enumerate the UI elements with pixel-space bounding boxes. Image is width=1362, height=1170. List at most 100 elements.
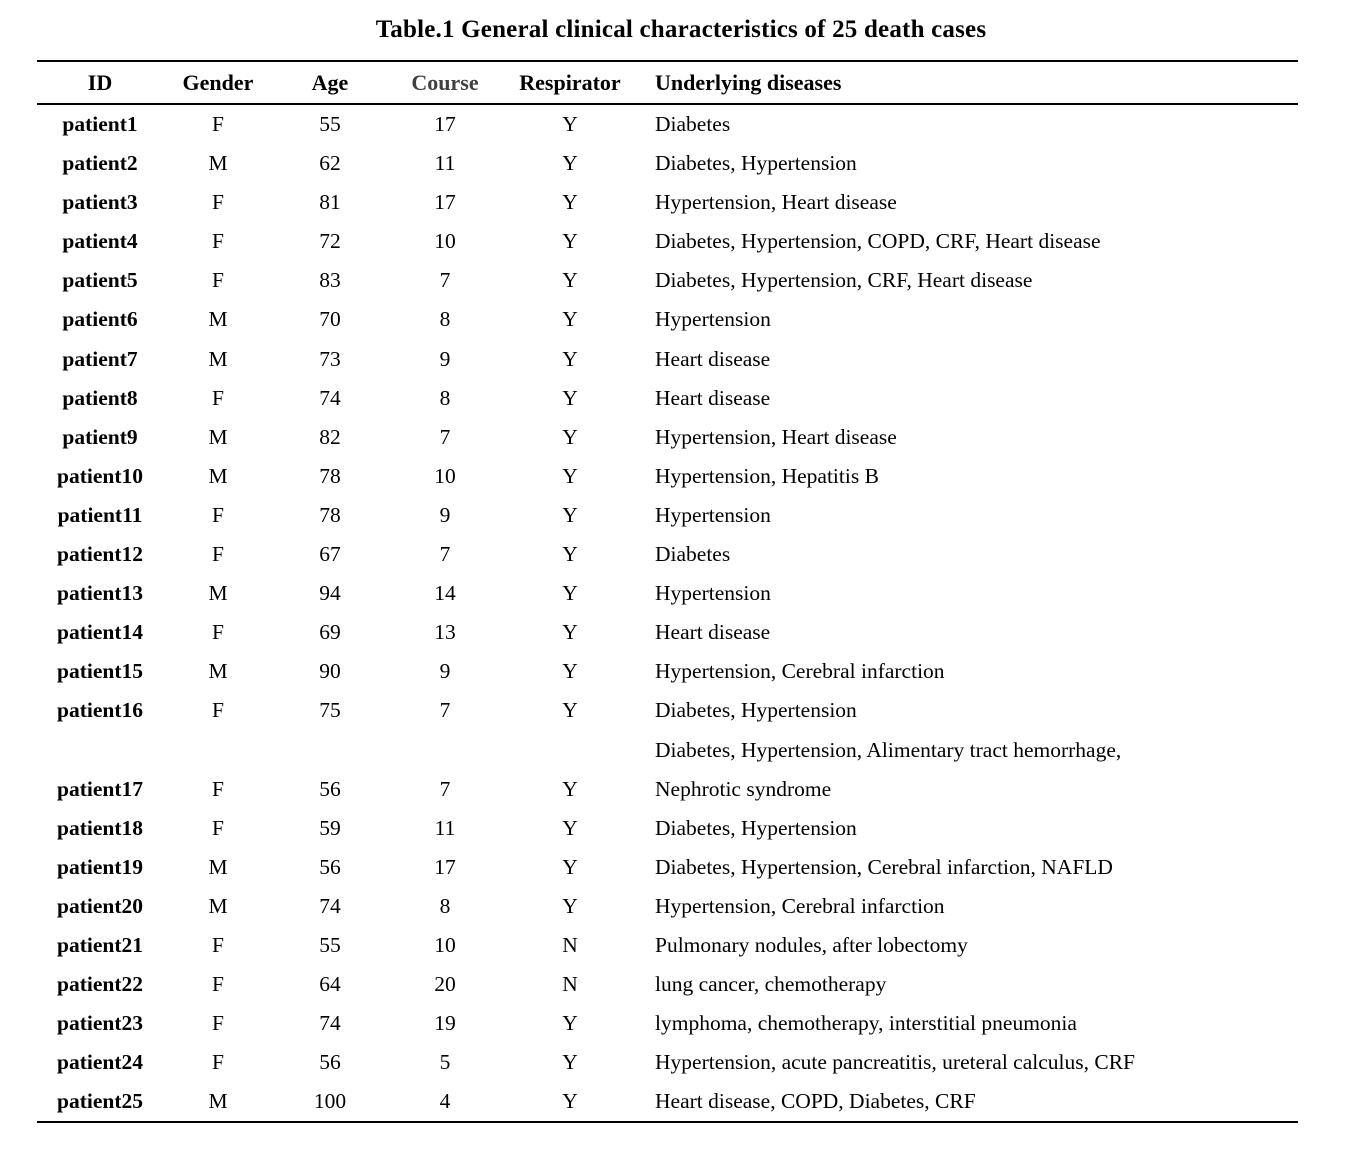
cell-course: 9 [439,502,451,527]
cell-underlying-diseases: Hypertension, Heart disease [637,418,1298,457]
table-row: patient13 M 94 14 Y Hypertension [37,574,1298,613]
column-header-age: Age [311,70,349,95]
cell-underlying-diseases: Heart disease [637,613,1298,652]
cell-underlying-diseases: Hypertension, Heart disease [637,183,1298,222]
cell-patient-id: patient6 [62,307,138,332]
table-row: patient25 M 100 4 Y Heart disease, COPD, Diab… [37,1082,1298,1121]
cell-patient-id: patient20 [57,893,143,918]
cell-course: 8 [439,893,451,918]
cell-patient-id: patient8 [62,385,138,410]
cell-patient-id: patient15 [57,659,143,684]
cell-patient-id: patient9 [62,424,138,449]
cell-patient-id: patient21 [57,932,143,957]
cell-age: 78 [319,463,341,488]
cell-gender: M [208,854,228,879]
cell-patient-id: patient23 [57,1011,143,1036]
disease-line: Heart disease [655,620,771,645]
cell-respirator: Y [562,190,578,215]
cell-course: 17 [434,854,456,879]
cell-underlying-diseases: Pulmonary nodules, after lobectomy [637,926,1298,965]
cell-age: 70 [319,307,341,332]
cell-age: 55 [319,932,341,957]
cell-gender: F [212,268,224,293]
cell-course: 9 [439,346,451,371]
cell-respirator: Y [562,542,578,567]
cell-patient-id: patient18 [57,815,143,840]
cell-underlying-diseases: Diabetes, Hypertension, Cerebral infarct… [637,848,1298,887]
table-row: patient11 F 78 9 Y Hypertension [37,496,1298,535]
cell-patient-id: patient3 [62,190,138,215]
table-row: patient7 M 73 9 Y Heart disease [37,340,1298,379]
table-row: patient20 M 74 8 Y Hypertension, Cerebral inf… [37,887,1298,926]
cell-respirator: Y [562,1050,578,1075]
cell-gender: F [212,542,224,567]
cell-respirator: Y [562,815,578,840]
cell-course: 4 [439,1089,451,1114]
cell-respirator: Y [562,698,578,723]
cell-underlying-diseases: Hypertension, Cerebral infarction [637,887,1298,926]
disease-line: Diabetes, Hypertension, Cerebral infarct… [655,854,1113,879]
disease-line: Diabetes, Hypertension [655,815,857,840]
cell-gender: M [208,463,228,488]
disease-line: Heart disease [655,385,771,410]
disease-line: Diabetes, Hypertension [655,151,857,176]
cell-underlying-diseases: Hypertension, acute pancreatitis, ureter… [637,1043,1298,1082]
cell-patient-id: patient12 [57,542,143,567]
disease-line: Diabetes, Hypertension [655,698,857,723]
cell-patient-id: patient4 [62,229,138,254]
cell-gender: M [208,1089,228,1114]
cell-age: 55 [319,112,341,136]
cell-course: 13 [434,620,456,645]
cell-age: 56 [319,854,341,879]
disease-line: Diabetes [655,112,731,136]
cell-gender: F [212,698,224,723]
table-row: patient24 F 56 5 Y Hypertension, acute pancre… [37,1043,1298,1082]
cell-patient-id: patient11 [57,502,143,527]
cell-patient-id: patient16 [57,698,143,723]
cell-age: 74 [319,385,341,410]
cell-underlying-diseases: Hypertension [637,574,1298,613]
cell-patient-id: patient25 [57,1089,143,1114]
cell-gender: F [212,502,224,527]
cell-patient-id: patient24 [57,1050,143,1075]
table-row: patient14 F 69 13 Y Heart disease [37,613,1298,652]
cell-underlying-diseases: Diabetes, Hypertension [637,144,1298,183]
cell-age: 100 [313,1089,347,1114]
disease-line: Diabetes, Hypertension, COPD, CRF, Heart… [655,229,1101,254]
cell-course: 19 [434,1011,456,1036]
cell-respirator: Y [562,776,578,801]
cell-underlying-diseases: lymphoma, chemotherapy, interstitial pne… [637,1004,1298,1043]
cell-patient-id: patient7 [62,346,138,371]
cell-gender: M [208,424,228,449]
disease-line: lymphoma, chemotherapy, interstitial pne… [655,1011,1077,1036]
table-row: patient9 M 82 7 Y Hypertension, Heart disease [37,418,1298,457]
cell-underlying-diseases: Heart disease [637,340,1298,379]
cell-gender: F [212,229,224,254]
cell-gender: F [212,932,224,957]
disease-line: Hypertension, acute pancreatitis, ureter… [655,1050,1136,1075]
cell-patient-id: patient1 [62,112,138,136]
cell-age: 74 [319,893,341,918]
cell-course: 7 [439,542,451,567]
table-row: patient19 M 56 17 Y Diabetes, Hypertension, C… [37,848,1298,887]
clinical-characteristics-table: ID Gender Age Course Respirator Underlyi… [37,60,1298,1124]
disease-line: Heart disease, COPD, Diabetes, CRF [655,1089,976,1114]
cell-course: 7 [439,424,451,449]
cell-age: 62 [319,151,341,176]
cell-gender: F [212,1050,224,1075]
column-header-respirator: Respirator [519,70,621,95]
column-header-underlying-diseases: Underlying diseases [655,70,842,95]
disease-line: lung cancer, chemotherapy [655,972,887,997]
cell-age: 75 [319,698,341,723]
cell-course: 8 [439,307,451,332]
cell-gender: M [208,346,228,371]
cell-underlying-diseases: Heart disease, COPD, Diabetes, CRF [637,1082,1298,1121]
cell-underlying-diseases: Diabetes [637,105,1298,144]
cell-respirator: N [562,972,578,997]
disease-line: Hypertension [655,307,771,332]
cell-respirator: Y [562,620,578,645]
table-row: patient8 F 74 8 Y Heart disease [37,379,1298,418]
table-row: patient16 F 75 7 Y Diabetes, Hypertension [37,691,1298,730]
table-row: patient5 F 83 7 Y Diabetes, Hypertension, CRF… [37,261,1298,300]
disease-line: Hypertension, Heart disease [655,424,897,449]
